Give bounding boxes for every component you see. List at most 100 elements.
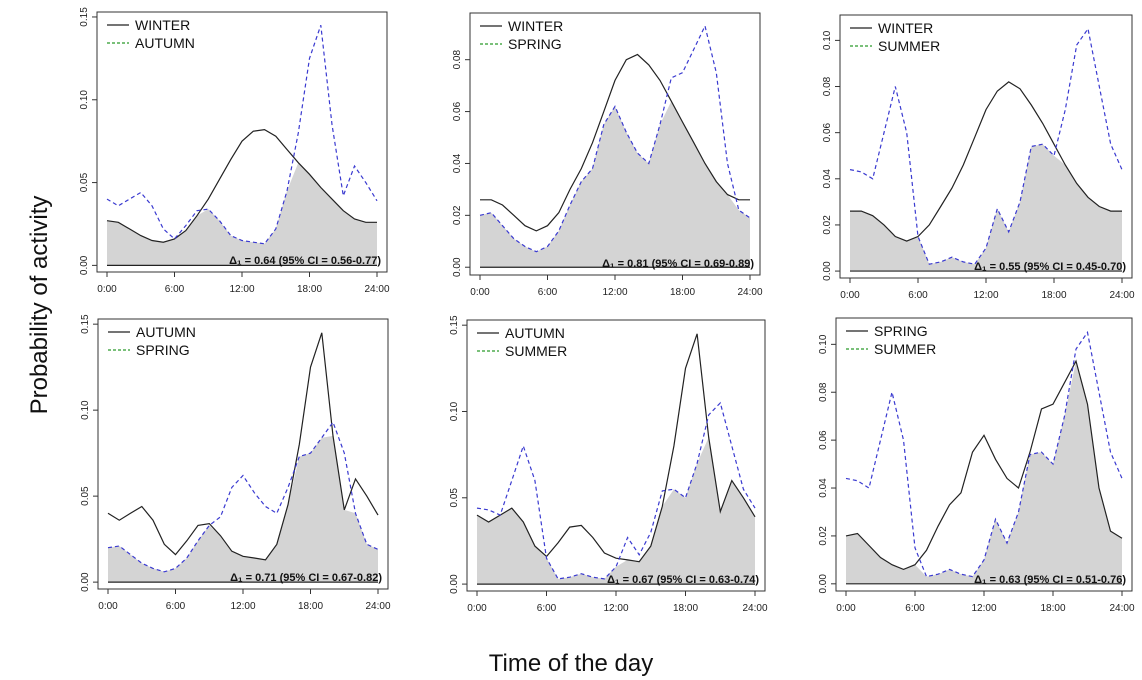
x-tick-label: 0:00 <box>840 290 860 301</box>
chart-panel-6: 0.00 0.02 0.04 0.06 0.08 0.10 0:00 6:00 12:00 18:… <box>818 317 1135 614</box>
y-tick-label: 0.08 <box>818 382 829 402</box>
y-tick-label: 0.15 <box>449 315 460 335</box>
series-line-autumn <box>107 332 379 561</box>
x-tick-label: 24:00 <box>364 284 389 295</box>
overlap-area <box>850 144 1122 272</box>
series-line-summer <box>476 401 756 580</box>
y-tick-label: 0.04 <box>822 169 833 189</box>
y-tick-label: 0.08 <box>452 50 463 70</box>
y-tick-label: 0.00 <box>452 257 463 277</box>
y-tick-label: 0.04 <box>818 478 829 498</box>
series-line-autumn <box>106 25 378 245</box>
legend-label-autumn: AUTUMN <box>505 325 565 341</box>
y-tick-label: 0.06 <box>822 122 833 142</box>
legend-label-summer: SUMMER <box>874 341 936 357</box>
x-tick-label: 0:00 <box>467 603 487 614</box>
x-tick-label: 12:00 <box>971 603 996 614</box>
legend-label-winter: WINTER <box>135 17 190 33</box>
y-tick-label: 0.06 <box>818 430 829 450</box>
x-tick-label: 18:00 <box>1041 290 1066 301</box>
overlap-annotation: Δ₁ = 0.63 (95% CI = 0.51-0.76) <box>974 574 1126 586</box>
y-tick-label: 0.10 <box>79 90 90 110</box>
y-tick-label: 0.10 <box>818 334 829 354</box>
y-tick-label: 0.02 <box>822 215 833 235</box>
x-tick-label: 6:00 <box>905 603 925 614</box>
overlap-area <box>108 435 378 583</box>
y-tick-label: 0.10 <box>822 30 833 50</box>
series-line-winter <box>850 81 1122 242</box>
chart-panel-1: 0.00 0.05 0.10 0.15 0:00 6:00 12:00 18:00 24:00 W… <box>79 7 390 295</box>
legend-label-spring: SPRING <box>874 323 928 339</box>
series-line-summer <box>845 330 1123 578</box>
overlap-annotation: Δ₁ = 0.67 (95% CI = 0.63-0.74) <box>607 574 759 586</box>
x-tick-label: 12:00 <box>229 284 254 295</box>
x-tick-label: 18:00 <box>1040 603 1065 614</box>
chart-panel-3: 0.00 0.02 0.04 0.06 0.08 0.10 0:00 6:00 12:00 18:… <box>822 14 1135 301</box>
x-tick-label: 6:00 <box>538 287 558 298</box>
x-axis-label: Time of the day <box>488 650 654 677</box>
series-line-spring <box>479 24 751 253</box>
overlap-area <box>846 361 1122 584</box>
x-tick-label: 18:00 <box>297 284 322 295</box>
legend-label-winter: WINTER <box>878 20 933 36</box>
x-tick-label: 24:00 <box>1109 290 1134 301</box>
y-tick-label: 0.00 <box>79 255 90 275</box>
x-tick-label: 24:00 <box>365 601 390 612</box>
x-tick-label: 6:00 <box>537 603 557 614</box>
x-tick-label: 0:00 <box>97 284 117 295</box>
x-tick-label: 18:00 <box>673 603 698 614</box>
y-axis-label: Probability of activity <box>26 195 53 415</box>
overlap-annotation: Δ₁ = 0.64 (95% CI = 0.56-0.77) <box>229 255 381 267</box>
chart-panel-5: 0.00 0.05 0.10 0.15 0:00 6:00 12:00 18:00 24:00 A… <box>449 315 768 614</box>
overlap-area <box>480 101 750 268</box>
y-tick-label: 0.05 <box>80 486 91 506</box>
y-tick-label: 0.10 <box>449 401 460 421</box>
y-tick-label: 0.00 <box>449 574 460 594</box>
x-tick-label: 12:00 <box>603 603 628 614</box>
y-tick-label: 0.05 <box>79 172 90 192</box>
x-tick-label: 18:00 <box>670 287 695 298</box>
overlap-annotation: Δ₁ = 0.71 (95% CI = 0.67-0.82) <box>230 572 382 584</box>
x-tick-label: 6:00 <box>166 601 186 612</box>
x-tick-label: 24:00 <box>1109 603 1134 614</box>
series-line-spring <box>845 359 1123 571</box>
y-tick-label: 0.08 <box>822 76 833 96</box>
y-tick-label: 0.15 <box>80 314 91 334</box>
legend-label-spring: SPRING <box>508 36 562 52</box>
x-tick-label: 12:00 <box>602 287 627 298</box>
overlap-area <box>477 437 755 585</box>
y-tick-label: 0.00 <box>80 572 91 592</box>
y-tick-label: 0.10 <box>80 400 91 420</box>
overlap-area <box>107 162 377 266</box>
series-line-winter <box>480 53 750 232</box>
y-tick-label: 0.02 <box>452 205 463 225</box>
x-tick-label: 6:00 <box>165 284 185 295</box>
overlap-annotation: Δ₁ = 0.55 (95% CI = 0.45-0.70) <box>974 261 1126 273</box>
y-tick-label: 0.00 <box>818 574 829 594</box>
series-line-spring <box>107 420 379 573</box>
x-tick-label: 0:00 <box>98 601 118 612</box>
x-tick-label: 12:00 <box>230 601 255 612</box>
y-tick-label: 0.04 <box>452 153 463 173</box>
legend-label-summer: SUMMER <box>878 38 940 54</box>
legend-label-autumn: AUTUMN <box>135 35 195 51</box>
series-line-summer <box>849 27 1123 265</box>
chart-panel-2: 0.00 0.02 0.04 0.06 0.08 0:00 6:00 12:00 18:00 24… <box>452 12 763 298</box>
x-tick-label: 12:00 <box>973 290 998 301</box>
legend-label-winter: WINTER <box>508 18 563 34</box>
legend-label-autumn: AUTUMN <box>136 324 196 340</box>
overlap-annotation: Δ₁ = 0.81 (95% CI = 0.69-0.89) <box>602 258 754 270</box>
series-line-autumn <box>476 333 756 563</box>
y-tick-label: 0.15 <box>79 7 90 27</box>
x-tick-label: 6:00 <box>908 290 928 301</box>
legend-label-spring: SPRING <box>136 342 190 358</box>
series-line-winter <box>106 128 377 243</box>
y-tick-label: 0.05 <box>449 488 460 508</box>
chart-panel-4: 0.00 0.05 0.10 0.15 0:00 6:00 12:00 18:00 24:00 A… <box>80 314 391 612</box>
x-tick-label: 18:00 <box>298 601 323 612</box>
y-tick-label: 0.02 <box>818 526 829 546</box>
x-tick-label: 24:00 <box>742 603 767 614</box>
x-tick-label: 0:00 <box>836 603 856 614</box>
y-tick-label: 0.06 <box>452 101 463 121</box>
